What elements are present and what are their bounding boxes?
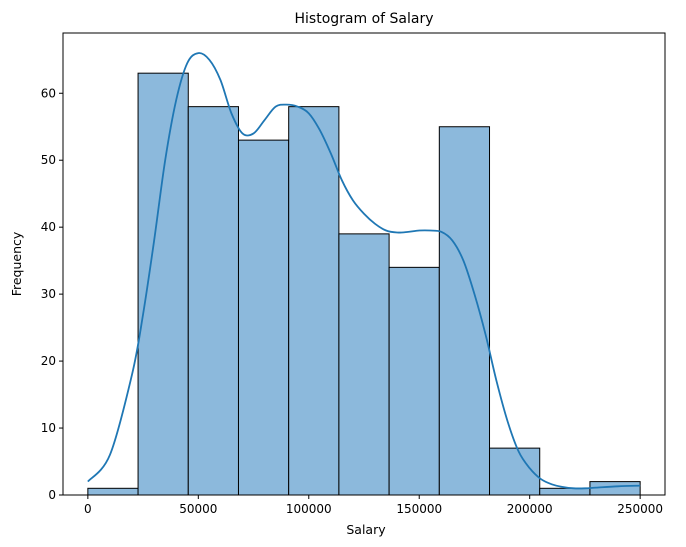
- histogram-bar: [237, 139, 290, 496]
- histogram-bar: [288, 106, 340, 496]
- x-tick-label: 0: [84, 502, 92, 516]
- y-tick-label: 30: [41, 287, 56, 301]
- x-tick-label: 200000: [507, 502, 553, 516]
- histogram-bar: [438, 126, 491, 496]
- histogram-bar: [187, 106, 239, 496]
- x-axis-label: Salary: [346, 522, 386, 537]
- histogram-bar: [338, 233, 390, 496]
- bars-layer: [87, 72, 641, 496]
- histogram-bar: [388, 266, 440, 496]
- kde-line: [87, 52, 641, 490]
- y-tick-label: 0: [48, 488, 56, 502]
- x-tick-label: 50000: [179, 502, 217, 516]
- x-tick-label: 250000: [617, 502, 663, 516]
- histogram-bar: [87, 487, 139, 496]
- y-axis-label: Frequency: [9, 231, 24, 296]
- plot-frame: [62, 32, 666, 496]
- y-tick-label: 50: [41, 153, 56, 167]
- y-tick-label: 60: [41, 86, 56, 100]
- kde-layer: [87, 52, 641, 490]
- histogram-bar: [137, 72, 189, 496]
- chart-title: Histogram of Salary: [295, 11, 434, 27]
- y-tick-label: 20: [41, 354, 56, 368]
- y-axis-ticks: 0 10 20 30 40 50 60: [41, 86, 63, 502]
- x-axis-ticks: 0 50000 100000 150000 200000 250000: [84, 495, 663, 516]
- y-tick-label: 40: [41, 220, 56, 234]
- y-tick-label: 10: [41, 421, 56, 435]
- x-tick-label: 150000: [396, 502, 442, 516]
- histogram-bar: [539, 487, 591, 496]
- x-tick-label: 100000: [286, 502, 332, 516]
